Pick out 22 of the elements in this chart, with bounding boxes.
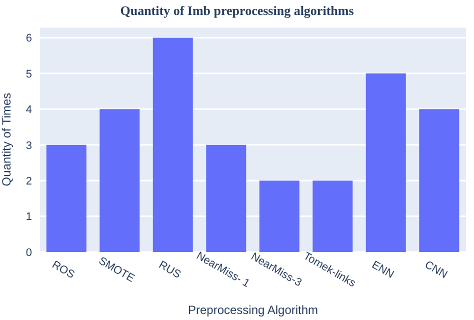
bar	[366, 73, 406, 252]
bar	[312, 180, 353, 252]
y-tick-label: 4	[26, 104, 32, 116]
y-tick-label: 2	[26, 175, 32, 188]
x-tick-label: RUS	[156, 258, 183, 281]
y-tick-label: 0	[26, 246, 32, 259]
x-tick-label: ENN	[370, 258, 396, 282]
chart-title: Quantity of Imb preprocessing algorithms	[119, 2, 355, 20]
bar	[206, 144, 246, 252]
bar	[46, 144, 86, 252]
x-tick-label: CNN	[422, 258, 450, 282]
bar	[259, 180, 300, 252]
bar	[100, 109, 140, 252]
bar	[152, 38, 193, 252]
y-tick-label: 6	[26, 32, 32, 45]
y-tick-label: 1	[26, 211, 32, 224]
y-tick-label: 5	[26, 68, 32, 80]
y-tick-label: 3	[26, 140, 32, 152]
y-axis-title: Quantity of Times	[0, 92, 14, 186]
bar	[419, 109, 460, 252]
x-axis-title: Preprocessing Algorithm	[188, 303, 318, 317]
x-tick-label: ROS	[50, 258, 76, 282]
